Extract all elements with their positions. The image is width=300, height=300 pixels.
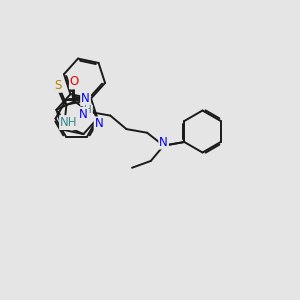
Text: N: N <box>79 108 87 121</box>
Text: N: N <box>81 92 90 105</box>
Text: NH: NH <box>60 116 77 129</box>
Text: S: S <box>55 79 62 92</box>
Text: N: N <box>159 136 168 148</box>
Text: N: N <box>94 117 103 130</box>
Text: H: H <box>84 105 92 116</box>
Text: O: O <box>70 76 79 88</box>
